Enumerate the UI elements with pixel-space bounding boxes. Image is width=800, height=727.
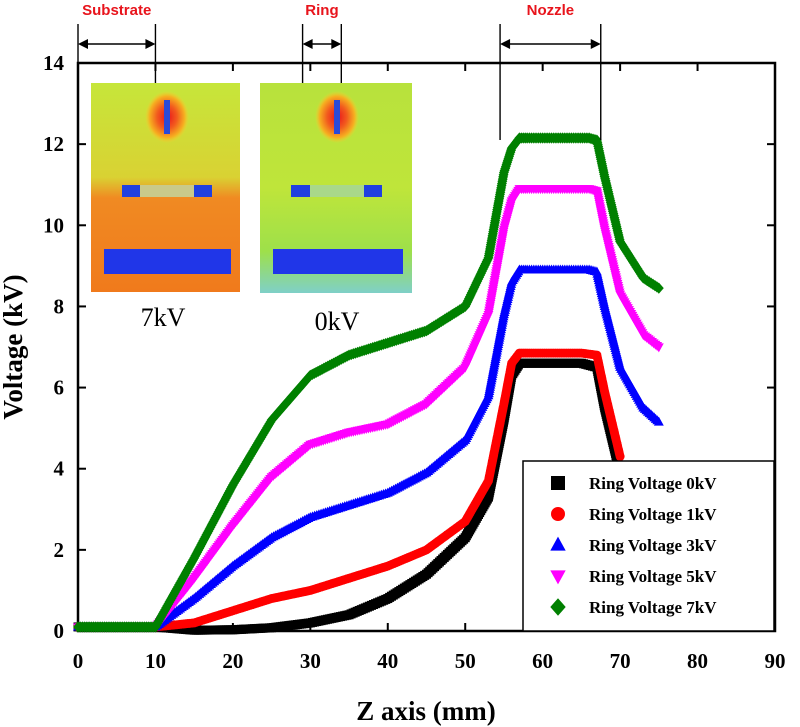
region-arrow-left bbox=[78, 39, 88, 49]
y-tick-label: 8 bbox=[54, 294, 65, 318]
x-tick-label: 90 bbox=[765, 649, 786, 673]
inset-7kv: 7kV bbox=[91, 83, 240, 332]
inset-0kv: 0kV bbox=[260, 83, 412, 336]
x-tick-label: 10 bbox=[145, 649, 166, 673]
y-tick-label: 10 bbox=[43, 213, 64, 237]
y-axis-title: Voltage (kV) bbox=[0, 274, 28, 419]
legend-label: Ring Voltage 7kV bbox=[589, 598, 717, 617]
y-tick-label: 0 bbox=[54, 619, 65, 643]
region-0: Substrate bbox=[77, 2, 157, 140]
region-2: Nozzle bbox=[499, 2, 602, 140]
region-1: Ring bbox=[301, 2, 343, 140]
y-tick-label: 12 bbox=[43, 132, 64, 156]
legend-marker bbox=[551, 476, 565, 490]
legend-item-2: Ring Voltage 3kV bbox=[550, 536, 717, 555]
data-point bbox=[653, 282, 664, 294]
y-tick-label: 2 bbox=[54, 538, 65, 562]
legend-marker bbox=[550, 570, 566, 585]
x-tick-label: 40 bbox=[377, 649, 398, 673]
y-tick-label: 4 bbox=[54, 457, 65, 481]
x-tick-label: 30 bbox=[300, 649, 321, 673]
data-point bbox=[615, 452, 625, 462]
x-tick-label: 50 bbox=[455, 649, 476, 673]
region-arrow-right bbox=[331, 39, 342, 49]
plot-frame bbox=[76, 61, 777, 633]
axis-tick-labels: 0 10 20 30 40 50 60 70 80 90 0 2 4 6 8 10 12 14 bbox=[43, 51, 786, 673]
legend-item-3: Ring Voltage 5kV bbox=[550, 567, 717, 586]
region-annotations: Substrate Ring Nozzle bbox=[77, 2, 602, 140]
legend-label: Ring Voltage 3kV bbox=[589, 536, 717, 555]
data-point bbox=[653, 343, 664, 353]
series-4 bbox=[73, 132, 664, 633]
legend-label: Ring Voltage 5kV bbox=[589, 567, 717, 586]
legend-label: Ring Voltage 1kV bbox=[589, 505, 717, 524]
data-point bbox=[653, 416, 664, 426]
legend: Ring Voltage 0kV Ring Voltage 1kV Ring Vol… bbox=[522, 460, 775, 632]
legend-item-1: Ring Voltage 1kV bbox=[551, 505, 717, 524]
region-label: Nozzle bbox=[527, 2, 575, 19]
region-label: Ring bbox=[305, 2, 338, 19]
x-axis-title: Z axis (mm) bbox=[356, 696, 495, 726]
legend-item-0: Ring Voltage 0kV bbox=[551, 474, 717, 493]
series-1 bbox=[73, 348, 625, 632]
region-arrow-right bbox=[590, 39, 601, 49]
region-arrow-left bbox=[500, 39, 511, 49]
x-tick-label: 70 bbox=[610, 649, 631, 673]
inset-7kv-label: 7kV bbox=[141, 303, 186, 332]
inset-0kv-label: 0kV bbox=[315, 307, 360, 336]
legend-marker bbox=[550, 598, 566, 616]
region-arrow-right bbox=[145, 39, 156, 49]
series-2 bbox=[73, 264, 664, 631]
x-tick-label: 0 bbox=[73, 649, 84, 673]
legend-marker bbox=[551, 507, 565, 521]
x-tick-label: 60 bbox=[532, 649, 553, 673]
y-tick-label: 14 bbox=[43, 51, 65, 75]
legend-item-4: Ring Voltage 7kV bbox=[550, 598, 717, 617]
legend-label: Ring Voltage 0kV bbox=[589, 474, 717, 493]
x-tick-label: 20 bbox=[222, 649, 243, 673]
x-tick-label: 80 bbox=[687, 649, 708, 673]
legend-marker bbox=[550, 536, 566, 551]
region-arrow-left bbox=[302, 39, 313, 49]
region-label: Substrate bbox=[82, 2, 151, 19]
y-tick-label: 6 bbox=[54, 376, 65, 400]
legend-items: Ring Voltage 0kV Ring Voltage 1kV Ring Vol… bbox=[550, 474, 717, 617]
